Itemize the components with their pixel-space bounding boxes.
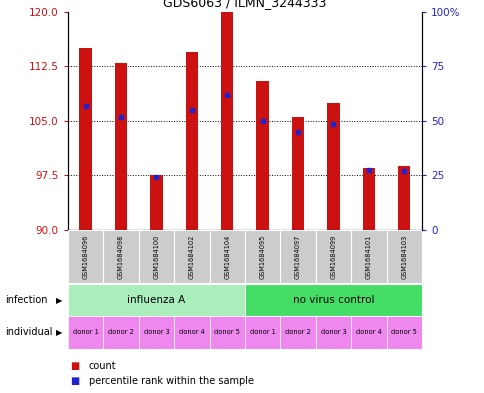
Bar [386,316,421,349]
Text: individual: individual [5,327,52,338]
Text: count: count [89,361,116,371]
Bar [244,284,421,316]
Text: GSM1684096: GSM1684096 [82,234,89,279]
Text: donor 1: donor 1 [249,329,275,336]
Text: donor 4: donor 4 [179,329,204,336]
Text: GSM1684097: GSM1684097 [294,234,301,279]
Bar [221,12,233,230]
Bar [280,230,315,283]
Text: GSM1684104: GSM1684104 [224,234,230,279]
Bar [362,168,374,230]
Text: GSM1684101: GSM1684101 [365,234,371,279]
Text: ■: ■ [70,361,79,371]
Text: no virus control: no virus control [292,295,374,305]
Text: percentile rank within the sample: percentile rank within the sample [89,376,253,386]
Bar [280,316,315,349]
Bar [209,230,244,283]
Text: GSM1684098: GSM1684098 [118,234,124,279]
Bar [256,81,268,230]
Bar [244,230,280,283]
Bar [68,316,103,349]
Text: infection: infection [5,295,47,305]
Bar [315,230,350,283]
Bar [138,316,174,349]
Bar [244,316,280,349]
Bar [150,175,162,230]
Bar [327,103,339,230]
Bar [209,316,244,349]
Text: ▶: ▶ [56,296,62,305]
Text: influenza A: influenza A [127,295,185,305]
Bar [103,230,138,283]
Bar [291,117,303,230]
Text: donor 2: donor 2 [108,329,134,336]
Bar [79,48,91,230]
Bar [138,230,174,283]
Text: ▶: ▶ [56,328,62,337]
Bar [315,316,350,349]
Bar [397,166,409,230]
Text: donor 5: donor 5 [391,329,416,336]
Bar [174,230,209,283]
Text: GSM1684100: GSM1684100 [153,234,159,279]
Bar [350,230,386,283]
Text: GSM1684095: GSM1684095 [259,234,265,279]
Bar [174,316,209,349]
Text: donor 5: donor 5 [214,329,240,336]
Bar [115,62,127,230]
Text: ■: ■ [70,376,79,386]
Bar [185,52,197,230]
Bar [386,230,421,283]
Text: donor 4: donor 4 [355,329,381,336]
Bar [68,284,244,316]
Text: GSM1684103: GSM1684103 [400,234,407,279]
Bar [68,230,103,283]
Bar [350,316,386,349]
Text: GSM1684099: GSM1684099 [330,234,336,279]
Text: donor 3: donor 3 [143,329,169,336]
Bar [103,316,138,349]
Text: donor 3: donor 3 [320,329,346,336]
Text: donor 2: donor 2 [285,329,310,336]
Text: donor 1: donor 1 [73,329,98,336]
Text: GSM1684102: GSM1684102 [188,234,195,279]
Title: GDS6063 / ILMN_3244333: GDS6063 / ILMN_3244333 [163,0,326,9]
